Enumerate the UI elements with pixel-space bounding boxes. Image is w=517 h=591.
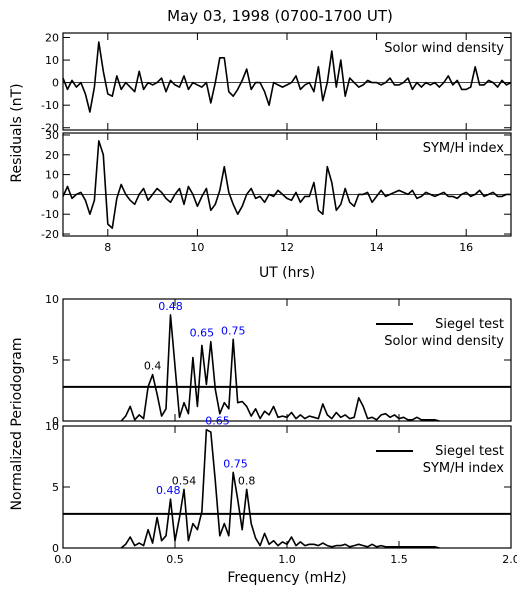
peak-annotation: 0.48 — [158, 300, 183, 313]
y-tick-label: 30 — [45, 129, 59, 142]
y-tick-label: 10 — [45, 54, 59, 67]
x-tick-label: 1.5 — [390, 553, 408, 566]
residuals-axis-label: Residuals (nT) — [9, 83, 25, 182]
data-series-line — [120, 314, 440, 422]
x-tick-label: 14 — [370, 241, 384, 254]
y-tick-label: 0 — [52, 188, 59, 201]
x-tick-label: 16 — [459, 241, 473, 254]
residual-panel-symh: -20 -10 0 10 20 30 8 10 12 14 16 SYM/H index — [41, 129, 512, 254]
y-tick-label: 0 — [52, 415, 59, 428]
y-tick-label: 20 — [45, 32, 59, 45]
periodogram-panel-symh: 0 5 10 0.0 0.5 1.0 1.5 2.0 Siegel test SYM/H inde… — [45, 415, 517, 566]
frequency-axis-label: Frequency (mHz) — [227, 570, 346, 586]
x-tick-label: 8 — [104, 241, 111, 254]
x-tick-label: 1.0 — [278, 553, 296, 566]
peak-annotation: 0.75 — [223, 457, 248, 470]
legend-label: Siegel test — [435, 317, 504, 332]
peak-annotation: 0.54 — [172, 474, 197, 487]
panel-label: Solor wind density — [384, 41, 504, 56]
x-tick-label: 2.0 — [502, 553, 517, 566]
y-tick-label: 20 — [45, 149, 59, 162]
y-tick-label: 10 — [45, 420, 59, 433]
data-series-line — [62, 140, 511, 229]
data-series-line — [62, 41, 512, 113]
panel-label: SYM/H index — [423, 141, 505, 156]
y-tick-label: -20 — [41, 122, 59, 135]
peak-annotation: 0.48 — [156, 484, 181, 497]
peak-annotation: 0.8 — [238, 474, 256, 487]
periodogram-panel-solar-wind: 0 5 10 Siegel test Solor wind density 0.4 0.48… — [45, 293, 512, 428]
panel-label: Solor wind density — [384, 334, 504, 349]
x-tick-label: 12 — [280, 241, 294, 254]
residual-panel-solar-wind: -20 -10 0 10 20 Solor wind density — [41, 32, 512, 135]
x-tick-label: 0.0 — [54, 553, 72, 566]
y-tick-label: 10 — [45, 293, 59, 306]
y-tick-label: -10 — [41, 99, 59, 112]
y-tick-label: 0 — [52, 77, 59, 90]
panel-label: SYM/H index — [423, 461, 505, 476]
periodogram-axis-label: Normalized Periodogram — [9, 338, 25, 511]
y-tick-label: 10 — [45, 169, 59, 182]
y-tick-label: 0 — [52, 542, 59, 555]
chart-title: May 03, 1998 (0700-1700 UT) — [167, 7, 393, 25]
peak-annotation: 0.65 — [205, 415, 230, 428]
x-tick-label: 10 — [190, 241, 204, 254]
peak-annotation: 0.75 — [221, 324, 246, 337]
y-tick-label: 5 — [52, 481, 59, 494]
ut-axis-label: UT (hrs) — [259, 265, 315, 281]
data-series-line — [120, 428, 440, 549]
peak-annotation: 0.65 — [190, 327, 215, 340]
legend-label: Siegel test — [435, 444, 504, 459]
y-tick-label: 5 — [52, 354, 59, 367]
y-tick-label: -20 — [41, 228, 59, 241]
peak-annotation: 0.4 — [144, 360, 162, 373]
y-tick-label: -10 — [41, 208, 59, 221]
x-tick-label: 0.5 — [166, 553, 184, 566]
